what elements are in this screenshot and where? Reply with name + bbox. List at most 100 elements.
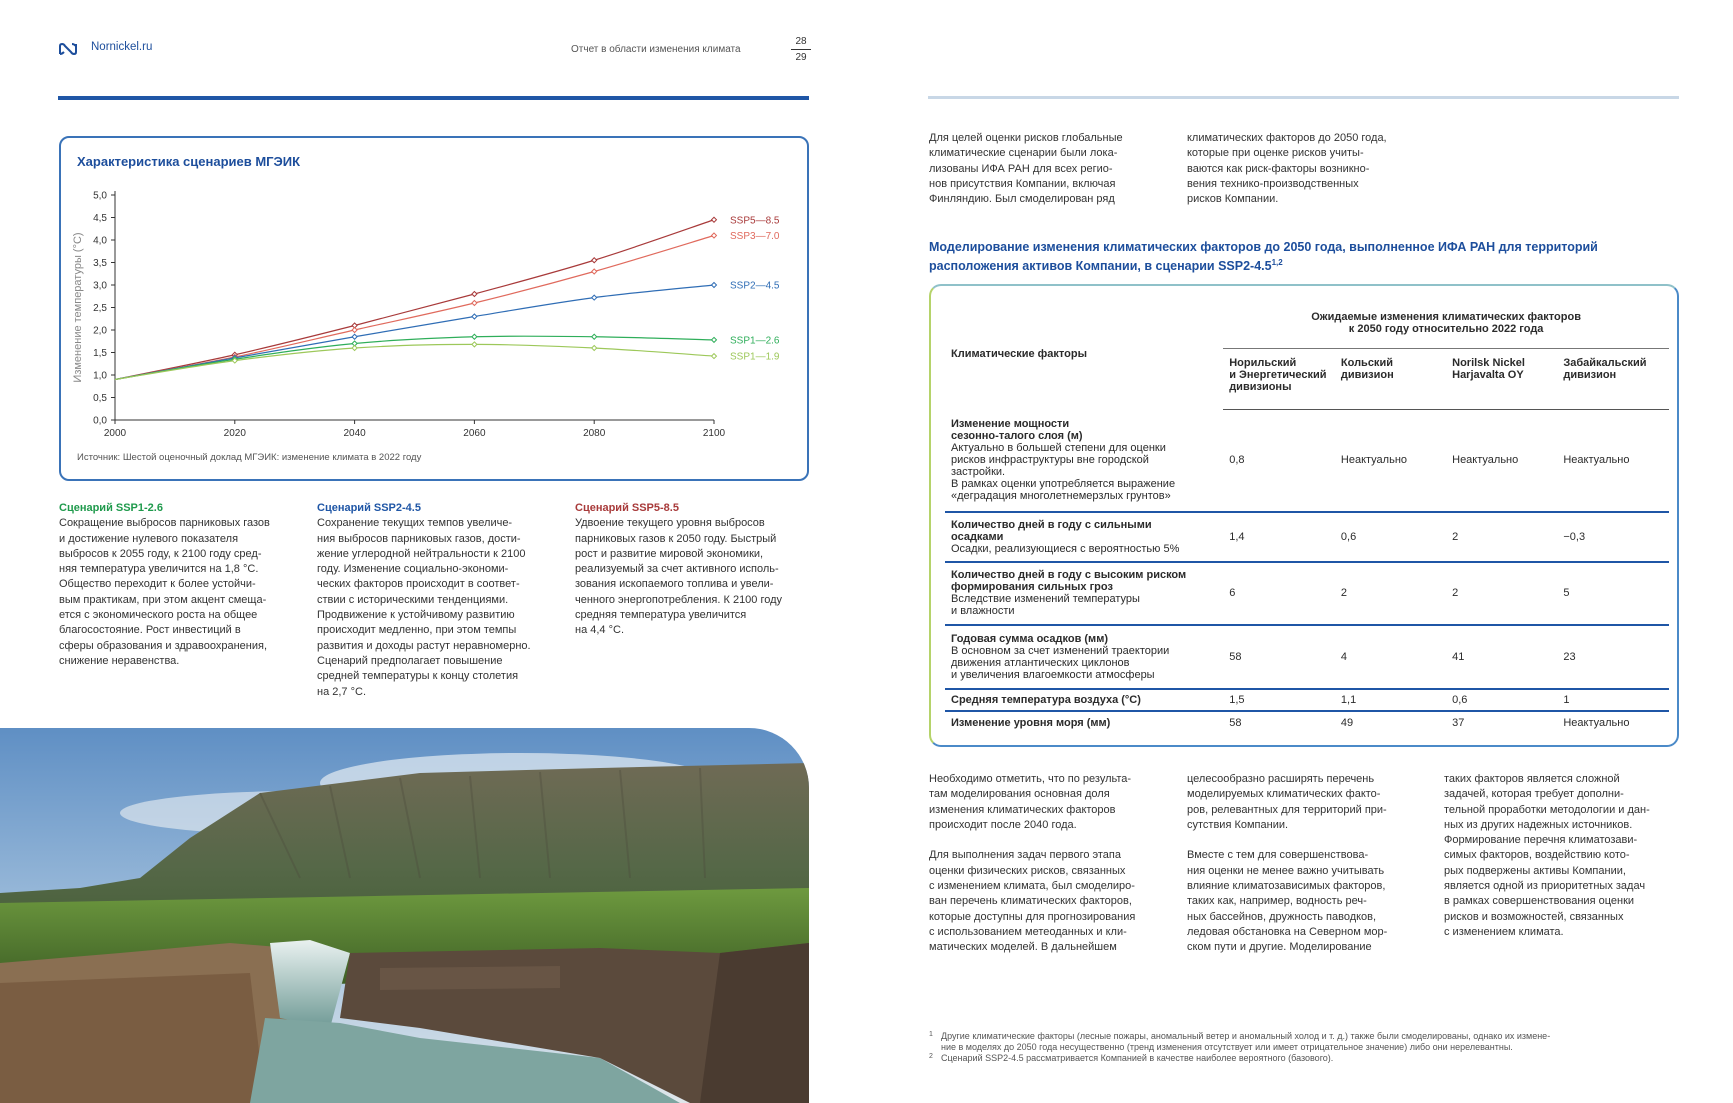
factor-cell: Количество дней в году с сильными осадка… <box>945 511 1224 563</box>
y-tick-label: 0,5 <box>93 393 107 404</box>
value-cell: Неактуально <box>1334 409 1447 513</box>
factor-name: Количество дней в году с сильными осадка… <box>951 518 1152 543</box>
scenario-ssp2-block: Сценарий SSP2-4.5 Сохранение текущих тем… <box>317 501 557 700</box>
value-cell: 6 <box>1223 561 1335 626</box>
y-tick-label: 3,5 <box>93 258 107 269</box>
value-cell: −0,3 <box>1557 511 1669 563</box>
value-cell: 0,8 <box>1223 409 1335 513</box>
data-point <box>351 333 358 340</box>
table-row: Количество дней в году с сильными осадка… <box>945 511 1669 563</box>
series-label: SSP1—1.9 <box>730 352 780 363</box>
value-cell: 2 <box>1334 561 1447 626</box>
scenario-text: Сохранение текущих темпов увеличе- ния в… <box>317 517 531 698</box>
table-row: Годовая сумма осадков (мм) В основном за … <box>945 624 1669 690</box>
series-line <box>114 284 715 381</box>
y-axis-label: Изменение температуры (°C) <box>72 232 84 382</box>
factor-cell: Количество дней в году с высоким риском … <box>945 561 1224 626</box>
bottom-text-col-2: целесообразно расширять перечень моделир… <box>1187 773 1388 954</box>
value-cell: 23 <box>1557 624 1669 690</box>
value-cell: 1,4 <box>1223 511 1335 563</box>
temperature-chart: 0,0 0,5 1,0 1,5 2,0 2,5 3,0 3,5 4,0 4,5 5,0 2000 202… <box>72 191 780 440</box>
data-point <box>471 341 478 348</box>
x-tick-label: 2060 <box>463 428 486 439</box>
model-table-title: Моделирование изменения климатических фа… <box>929 239 1649 274</box>
series-line <box>114 219 715 381</box>
y-tick-label: 0,0 <box>93 416 107 427</box>
x-tick-label: 2020 <box>224 428 247 439</box>
nornickel-logo-icon <box>59 42 77 56</box>
factor-name: Изменение уровня моря (мм) <box>951 717 1111 729</box>
value-cell: 4 <box>1334 624 1447 690</box>
value-cell: 5 <box>1557 561 1669 626</box>
value-cell: 0,6 <box>1446 688 1558 712</box>
y-tick-label: 5,0 <box>93 191 107 202</box>
scenario-ssp1-block: Сценарий SSP1-2.6 Сокращение выбросов па… <box>59 501 299 669</box>
factor-cell: Средняя температура воздуха (°C) <box>945 688 1224 712</box>
y-tick-label: 2,0 <box>93 326 107 337</box>
site-link[interactable]: Nornickel.ru <box>91 41 153 53</box>
factor-column-header: Климатические факторы <box>951 347 1087 360</box>
footnotes: 1 Другие климатические факторы (лесные по… <box>929 1031 1679 1064</box>
data-point <box>590 257 598 264</box>
column-header: Норильский и Энергетический дивизионы <box>1223 348 1335 410</box>
scenario-text: Сокращение выбросов парниковых газов и д… <box>59 517 270 667</box>
data-point <box>710 336 718 344</box>
climate-factors-table: Климатические факторы Ожидаемые изменени… <box>945 298 1669 735</box>
footnote-mark: 2 <box>929 1053 933 1060</box>
x-tick-label: 2000 <box>104 428 127 439</box>
factor-description: В основном за счет изменений траектории … <box>951 644 1170 681</box>
page-number-left: 28 <box>795 36 807 47</box>
value-cell: Неактуально <box>1563 717 1630 729</box>
header-rule-left <box>58 96 809 100</box>
value-cell: 1 <box>1557 688 1669 712</box>
data-point <box>471 333 478 340</box>
y-tick-label: 1,0 <box>93 371 107 382</box>
footnote-text: Сценарий SSP2-4.5 рассматривается Компан… <box>941 1053 1334 1063</box>
x-tick-label: 2040 <box>343 428 366 439</box>
model-title-footnote-marks: 1,2 <box>1271 258 1283 267</box>
series-label: SSP1—2.6 <box>730 335 780 346</box>
factor-name: Количество дней в году с высоким риском … <box>951 569 1187 593</box>
series-label: SSP2—4.5 <box>730 281 780 292</box>
data-point <box>351 326 358 334</box>
scenario-title: Сценарий SSP2-4.5 <box>317 502 421 514</box>
value-cell: Неактуально <box>1446 409 1558 513</box>
value-cell: 58 <box>1229 717 1242 729</box>
factor-name: Средняя температура воздуха (°C) <box>951 693 1141 706</box>
series-line <box>114 234 715 381</box>
footnote-text: Другие климатические факторы (лесные пож… <box>941 1031 1551 1052</box>
y-tick-label: 4,0 <box>93 236 107 247</box>
bottom-text-col-1: Необходимо отметить, что по результа- та… <box>929 773 1136 954</box>
page-numbers: 28 29 <box>791 35 811 64</box>
value-cell: 37 <box>1452 717 1465 729</box>
model-title-text: Моделирование изменения климатических фа… <box>929 240 1598 274</box>
x-tick-label: 2080 <box>583 428 606 439</box>
table-row: Изменение уровня моря (мм) 58 49 37 Неак… <box>945 711 1669 735</box>
y-tick-label: 4,5 <box>93 213 107 224</box>
landscape-photo <box>0 728 809 1103</box>
data-point <box>590 344 598 352</box>
data-point <box>710 232 718 239</box>
factor-description: Вследствие изменений температуры и влажн… <box>951 593 1140 617</box>
data-point <box>590 268 598 275</box>
factor-cell: Изменение уровня моря (мм) <box>945 711 1223 735</box>
column-header: Забайкальский дивизион <box>1557 348 1669 410</box>
factor-cell: Изменение мощности сезонно-талого слоя (… <box>945 409 1224 513</box>
scenario-title: Сценарий SSP5-8.5 <box>575 502 679 514</box>
chart-title: Характеристика сценариев МГЭИК <box>77 154 301 169</box>
expected-changes-header-line1: Ожидаемые изменения климатических фактор… <box>1311 311 1581 323</box>
table-card <box>929 284 1679 747</box>
document-title: Отчет в области изменения климата <box>571 44 741 55</box>
data-point <box>471 313 478 320</box>
header-rule-right <box>928 96 1679 99</box>
value-cell: 49 <box>1340 717 1354 729</box>
footnote-mark: 1 <box>929 1031 933 1038</box>
factor-name: Годовая сумма осадков (мм) <box>951 632 1108 645</box>
intro-col-1: Для целей оценки рисков глобальные клима… <box>929 132 1123 206</box>
column-header: Кольский дивизион <box>1334 348 1447 410</box>
table-row: Изменение мощности сезонно-талого слоя (… <box>945 409 1669 513</box>
data-point <box>590 294 598 301</box>
series-line <box>114 343 715 381</box>
intro-col-2: климатических факторов до 2050 года, кот… <box>1187 132 1387 206</box>
column-header: Norilsk Nickel Harjavalta OY <box>1446 348 1558 410</box>
